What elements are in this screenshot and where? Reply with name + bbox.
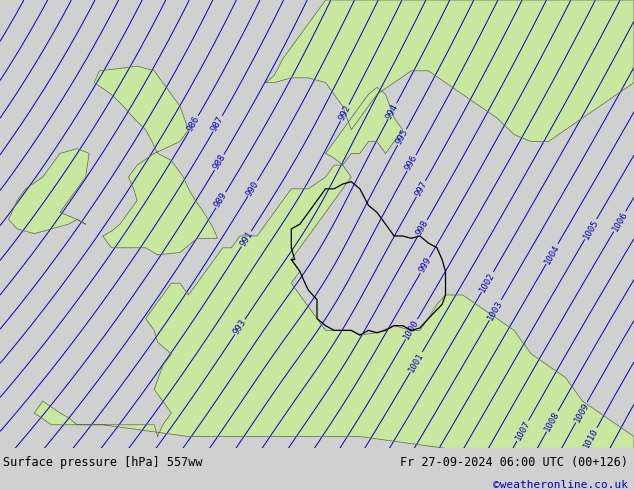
- Text: ©weatheronline.co.uk: ©weatheronline.co.uk: [493, 480, 628, 490]
- Text: 1004: 1004: [543, 243, 561, 266]
- Polygon shape: [94, 66, 217, 255]
- Text: 1005: 1005: [581, 218, 600, 241]
- Text: 988: 988: [211, 153, 227, 172]
- Text: 998: 998: [415, 219, 430, 237]
- Text: 1003: 1003: [486, 298, 505, 322]
- Text: 986: 986: [186, 114, 202, 133]
- Text: 996: 996: [404, 154, 419, 172]
- Text: 989: 989: [213, 191, 229, 209]
- Text: 999: 999: [417, 256, 433, 274]
- Polygon shape: [326, 87, 403, 165]
- Text: 994: 994: [385, 102, 400, 121]
- Text: 991: 991: [238, 230, 254, 248]
- Text: 1001: 1001: [407, 350, 425, 374]
- Text: 995: 995: [394, 128, 410, 147]
- Text: 1010: 1010: [582, 427, 600, 450]
- Text: 1009: 1009: [573, 401, 591, 424]
- Text: 992: 992: [337, 103, 353, 122]
- Text: Fr 27-09-2024 06:00 UTC (00+126): Fr 27-09-2024 06:00 UTC (00+126): [399, 456, 628, 469]
- Text: 1002: 1002: [478, 270, 497, 294]
- Text: 1006: 1006: [611, 210, 629, 233]
- Polygon shape: [9, 148, 89, 234]
- Text: 1000: 1000: [402, 318, 421, 341]
- Text: 1008: 1008: [543, 410, 562, 433]
- Polygon shape: [266, 0, 634, 142]
- Text: 987: 987: [210, 115, 226, 133]
- Polygon shape: [34, 165, 634, 448]
- Text: 990: 990: [245, 179, 261, 197]
- Text: 993: 993: [231, 318, 248, 336]
- Text: Surface pressure [hPa] 557ww: Surface pressure [hPa] 557ww: [3, 456, 203, 469]
- Text: 997: 997: [413, 179, 429, 198]
- Text: 1007: 1007: [514, 419, 532, 442]
